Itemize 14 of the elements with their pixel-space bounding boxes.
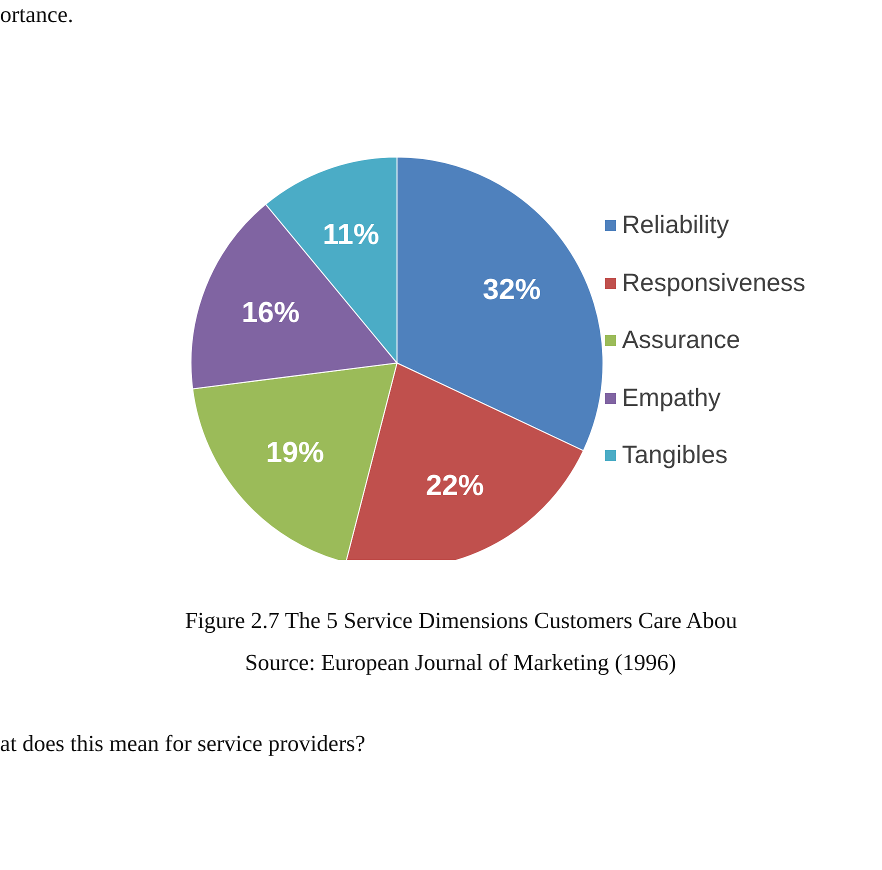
text: at does this mean for service providers? (0, 731, 366, 757)
data-label: 16% (242, 296, 300, 329)
data-label: 22% (426, 470, 484, 502)
data-label: 19% (266, 436, 324, 469)
text: Figure 2.7 The 5 Service Dimensions Customers Care Abou (185, 608, 738, 634)
legend-label: Reliability (622, 211, 729, 240)
data-label: 11% (322, 219, 380, 252)
data-label: 32% (482, 274, 542, 306)
source-note: Source: European Journal of Marketing (1996) (245, 650, 676, 676)
legend-label: Tangibles (622, 441, 728, 470)
legend-label: Empathy (622, 384, 721, 413)
text: ortance. (0, 2, 74, 28)
legend-label: Responsiveness (622, 268, 806, 298)
legend-label: Assurance (622, 326, 740, 356)
